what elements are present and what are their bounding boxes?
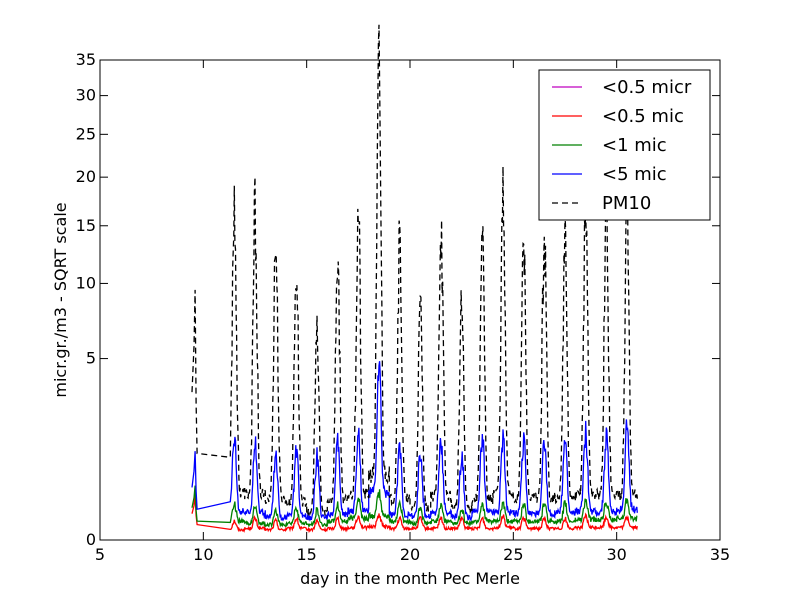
x-tick-label: 10 [193,545,213,564]
y-axis-label: micr.gr./m3 - SQRT scale [51,202,70,397]
x-tick-label: 5 [95,545,105,564]
y-tick-label: 25 [76,124,96,143]
legend-label: <5 mic [602,164,667,185]
legend-label: <1 mic [602,135,667,156]
legend-label: <0.5 micr [602,77,692,98]
y-tick-label: 20 [76,167,96,186]
series-line-pm10 [191,24,638,516]
series-line-5-mic [191,361,638,522]
y-tick-label: 15 [76,216,96,235]
legend-label: PM10 [602,193,651,214]
x-axis-label: day in the month Pec Merle [300,569,520,588]
legend-label: <0.5 mic [602,106,684,127]
x-tick-label: 15 [296,545,316,564]
y-tick-label: 10 [76,273,96,292]
x-tick-label: 35 [710,545,730,564]
y-tick-label: 5 [86,349,96,368]
y-tick-label: 30 [76,86,96,105]
series-line-1-mic [191,485,638,529]
series-layer [191,24,638,534]
y-tick-label: 0 [86,530,96,549]
series-line-0-5-mic [191,495,638,534]
x-tick-label: 25 [503,545,523,564]
y-tick-label: 35 [76,50,96,69]
x-tick-label: 20 [400,545,420,564]
legend: <0.5 micr <0.5 mic <1 mic <5 mic PM10 [538,69,711,221]
x-tick-label: 30 [606,545,626,564]
